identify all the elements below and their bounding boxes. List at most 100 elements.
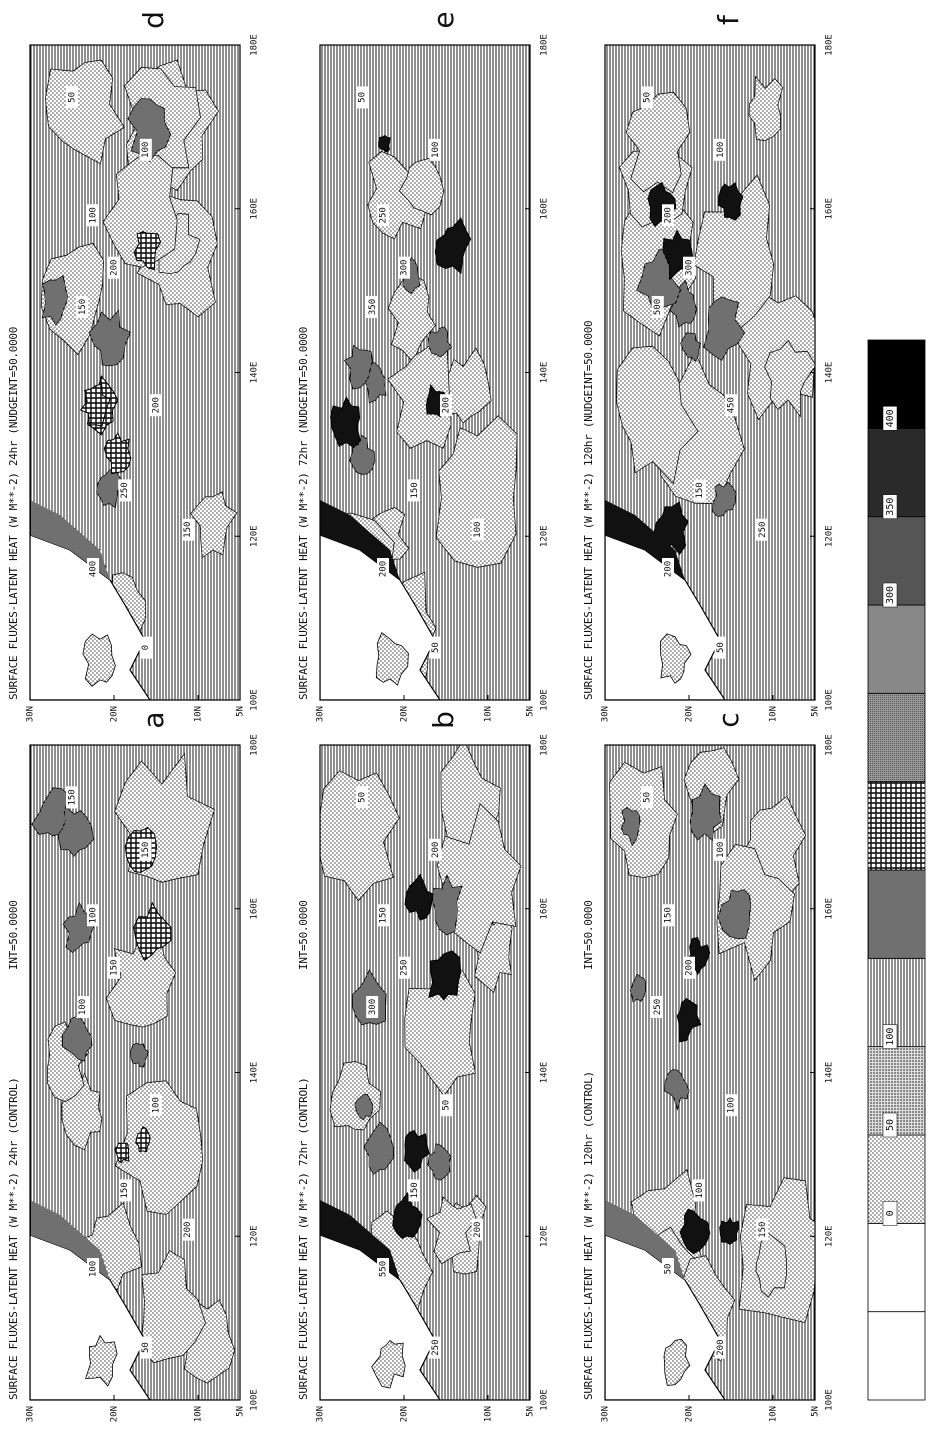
colorbar-label: 400: [885, 409, 896, 427]
contour-label: 200: [431, 842, 441, 858]
panel-note: INT=50.0000: [297, 900, 310, 970]
map-body: [30, 745, 240, 1400]
map-panel: SURFACE FLUXES-LATENT HEAT (W M**-2) 120…: [582, 712, 837, 1422]
lat-tick-label: 20N: [110, 706, 120, 722]
contour-label: 50: [643, 92, 653, 103]
lat-tick-label: 30N: [601, 706, 611, 722]
contour-label: 300: [400, 260, 410, 276]
lon-tick-label: 140E: [250, 362, 260, 384]
colorbar-label: 100: [885, 1028, 896, 1046]
contour-label: 150: [379, 907, 389, 923]
lat-tick-label: 10N: [769, 1406, 779, 1422]
contour-label: 50: [68, 92, 78, 103]
lat-tick-label: 5N: [811, 1406, 821, 1417]
colorbar-segment: [868, 1312, 925, 1400]
lon-tick-label: 100E: [540, 1389, 550, 1411]
contour-label: 200: [473, 1222, 483, 1238]
lat-tick-label: 20N: [400, 706, 410, 722]
colorbar-label: 50: [885, 1119, 896, 1131]
lon-tick-label: 160E: [540, 898, 550, 920]
colorbar-segment: [868, 782, 925, 870]
contour-label: 100: [716, 842, 726, 858]
panel-letter: f: [712, 14, 745, 25]
contour-label: 150: [183, 522, 193, 538]
contour-label: 250: [758, 522, 768, 538]
lat-tick-label: 10N: [484, 1406, 494, 1422]
contour-label: 550: [379, 1261, 389, 1277]
contour-label: 450: [727, 397, 737, 413]
colorbar-segment: [868, 870, 925, 958]
lon-tick-label: 160E: [825, 198, 835, 220]
contour-label: 150: [664, 907, 674, 923]
contour-label: 250: [653, 999, 663, 1015]
contour-label: 200: [183, 1222, 193, 1238]
contour-label: 100: [431, 142, 441, 158]
contour-label: 200: [664, 207, 674, 223]
lon-tick-label: 120E: [540, 1225, 550, 1247]
map-panel: SURFACE FLUXES-LATENT HEAT (W M**-2) 72h…: [297, 711, 550, 1422]
contour-label: 200: [716, 1339, 726, 1355]
contour-label: 100: [152, 1097, 162, 1113]
contour-label: 0: [141, 645, 151, 650]
contour-label: 250: [379, 207, 389, 223]
lat-tick-label: 30N: [316, 1406, 326, 1422]
map-body: [318, 739, 530, 1400]
panel-letter: c: [712, 712, 745, 727]
lat-tick-label: 5N: [236, 706, 246, 717]
panel-letter: d: [137, 11, 170, 29]
contour-label: 50: [643, 792, 653, 803]
contour-label: 300: [368, 999, 378, 1015]
contour-label: 50: [141, 1342, 151, 1353]
contour-label: 300: [685, 260, 695, 276]
lon-tick-label: 160E: [825, 898, 835, 920]
lon-tick-label: 120E: [825, 1225, 835, 1247]
lat-tick-label: 10N: [769, 706, 779, 722]
lon-tick-label: 180E: [825, 734, 835, 756]
panel-note: INT=50.0000: [582, 900, 595, 970]
lon-tick-label: 160E: [540, 198, 550, 220]
contour-label: 150: [410, 482, 420, 498]
lon-tick-label: 100E: [540, 689, 550, 711]
lon-tick-label: 120E: [825, 525, 835, 547]
contour-label: 350: [368, 299, 378, 315]
contour-label: 50: [358, 92, 368, 103]
panels: SURFACE FLUXES-LATENT HEAT (W M**-2) 24h…: [7, 11, 837, 1422]
lon-tick-label: 160E: [250, 898, 260, 920]
contour-label: 100: [141, 142, 151, 158]
page: SURFACE FLUXES-LATENT HEAT (W M**-2) 24h…: [0, 0, 928, 1434]
colorbar-segment: [868, 693, 925, 781]
lat-tick-label: 5N: [236, 1406, 246, 1417]
lon-tick-label: 160E: [250, 198, 260, 220]
lat-tick-label: 20N: [400, 1406, 410, 1422]
lat-tick-label: 30N: [601, 1406, 611, 1422]
lat-tick-label: 10N: [484, 706, 494, 722]
contour-label: 250: [431, 1339, 441, 1355]
colorbar-label: 300: [885, 586, 896, 604]
contour-label: 100: [89, 207, 99, 223]
contour-label: 200: [379, 561, 389, 577]
contour-label: 50: [442, 1100, 452, 1111]
map-panel: SURFACE FLUXES-LATENT HEAT (W M**-2) 24h…: [7, 711, 260, 1422]
map-body: [297, 45, 531, 710]
contour-label: 150: [120, 1182, 130, 1198]
contour-label: 200: [110, 260, 120, 276]
map-panel: SURFACE FLUXES-LATENT HEAT (W M**-2) 24h…: [7, 11, 260, 722]
lon-tick-label: 120E: [250, 1225, 260, 1247]
panel-letter: a: [137, 711, 170, 728]
colorbar-label: 350: [885, 498, 896, 516]
lon-tick-label: 120E: [540, 525, 550, 547]
contour-label: 100: [89, 907, 99, 923]
contour-label: 100: [89, 1261, 99, 1277]
lat-tick-label: 20N: [110, 1406, 120, 1422]
contour-label: 150: [695, 482, 705, 498]
contour-label: 150: [78, 299, 88, 315]
figure: SURFACE FLUXES-LATENT HEAT (W M**-2) 24h…: [0, 0, 928, 1434]
lon-tick-label: 100E: [250, 1389, 260, 1411]
contour-label: 150: [110, 960, 120, 976]
contour-label: 50: [431, 642, 441, 653]
contour-label: 200: [442, 397, 452, 413]
lat-tick-label: 30N: [26, 706, 36, 722]
lon-tick-label: 100E: [825, 689, 835, 711]
contour-label: 250: [400, 960, 410, 976]
map-body: [30, 45, 240, 700]
